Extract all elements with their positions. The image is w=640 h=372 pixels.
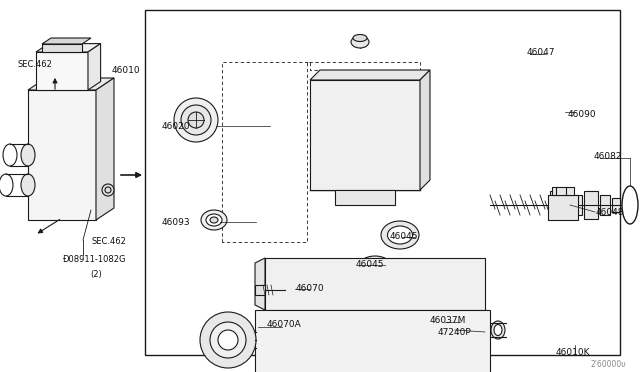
Text: 46093: 46093 — [162, 218, 191, 227]
Text: 46048: 46048 — [596, 208, 625, 217]
Ellipse shape — [21, 144, 35, 166]
Polygon shape — [36, 52, 88, 90]
Text: 46047: 46047 — [527, 48, 556, 57]
Polygon shape — [88, 44, 100, 90]
Polygon shape — [28, 78, 114, 90]
Ellipse shape — [494, 324, 502, 336]
Ellipse shape — [387, 226, 413, 244]
Circle shape — [188, 112, 204, 128]
Ellipse shape — [351, 36, 369, 48]
Polygon shape — [42, 38, 91, 44]
Polygon shape — [255, 310, 490, 372]
Polygon shape — [36, 44, 100, 52]
Circle shape — [174, 98, 218, 142]
Circle shape — [200, 312, 256, 368]
Text: 46010: 46010 — [112, 66, 141, 75]
Text: 46070A: 46070A — [267, 320, 301, 329]
Ellipse shape — [21, 174, 35, 196]
Text: 46082: 46082 — [594, 152, 623, 161]
Bar — [570, 195, 582, 215]
Bar — [255, 285, 265, 295]
Text: SEC.462: SEC.462 — [18, 60, 53, 69]
Ellipse shape — [491, 321, 505, 339]
Polygon shape — [42, 44, 82, 52]
Text: 2'60000υ: 2'60000υ — [590, 360, 626, 369]
Circle shape — [210, 322, 246, 358]
Ellipse shape — [362, 261, 387, 279]
Ellipse shape — [3, 144, 17, 166]
Ellipse shape — [381, 221, 419, 249]
Text: 46020: 46020 — [162, 122, 191, 131]
Text: (2): (2) — [90, 270, 102, 279]
Polygon shape — [335, 190, 395, 205]
Bar — [145, 10, 620, 355]
Polygon shape — [28, 90, 96, 220]
Circle shape — [102, 184, 114, 196]
Text: SEC.462: SEC.462 — [92, 237, 127, 246]
Bar — [550, 191, 568, 219]
Ellipse shape — [356, 256, 394, 284]
Text: 46070: 46070 — [296, 284, 324, 293]
Bar — [612, 198, 620, 212]
Circle shape — [218, 330, 238, 350]
Text: 46037M: 46037M — [430, 316, 467, 325]
Ellipse shape — [626, 194, 634, 216]
Text: 46045: 46045 — [390, 232, 419, 241]
Bar — [584, 191, 598, 219]
Ellipse shape — [622, 186, 638, 224]
Text: Ð08911-1082G: Ð08911-1082G — [63, 255, 127, 264]
Bar — [552, 187, 574, 195]
Polygon shape — [255, 258, 265, 310]
Ellipse shape — [0, 174, 13, 196]
Text: 46090: 46090 — [568, 110, 596, 119]
Bar — [548, 195, 578, 220]
Polygon shape — [96, 78, 114, 220]
Ellipse shape — [210, 217, 218, 223]
Ellipse shape — [206, 214, 222, 226]
Circle shape — [181, 105, 211, 135]
Bar — [600, 195, 610, 215]
Polygon shape — [265, 258, 485, 310]
Ellipse shape — [353, 35, 367, 42]
Text: 46045: 46045 — [356, 260, 385, 269]
Ellipse shape — [201, 210, 227, 230]
Polygon shape — [310, 80, 420, 190]
Text: 46010K: 46010K — [556, 348, 591, 357]
Polygon shape — [310, 70, 430, 80]
Text: 47240P: 47240P — [438, 328, 472, 337]
Polygon shape — [420, 70, 430, 190]
